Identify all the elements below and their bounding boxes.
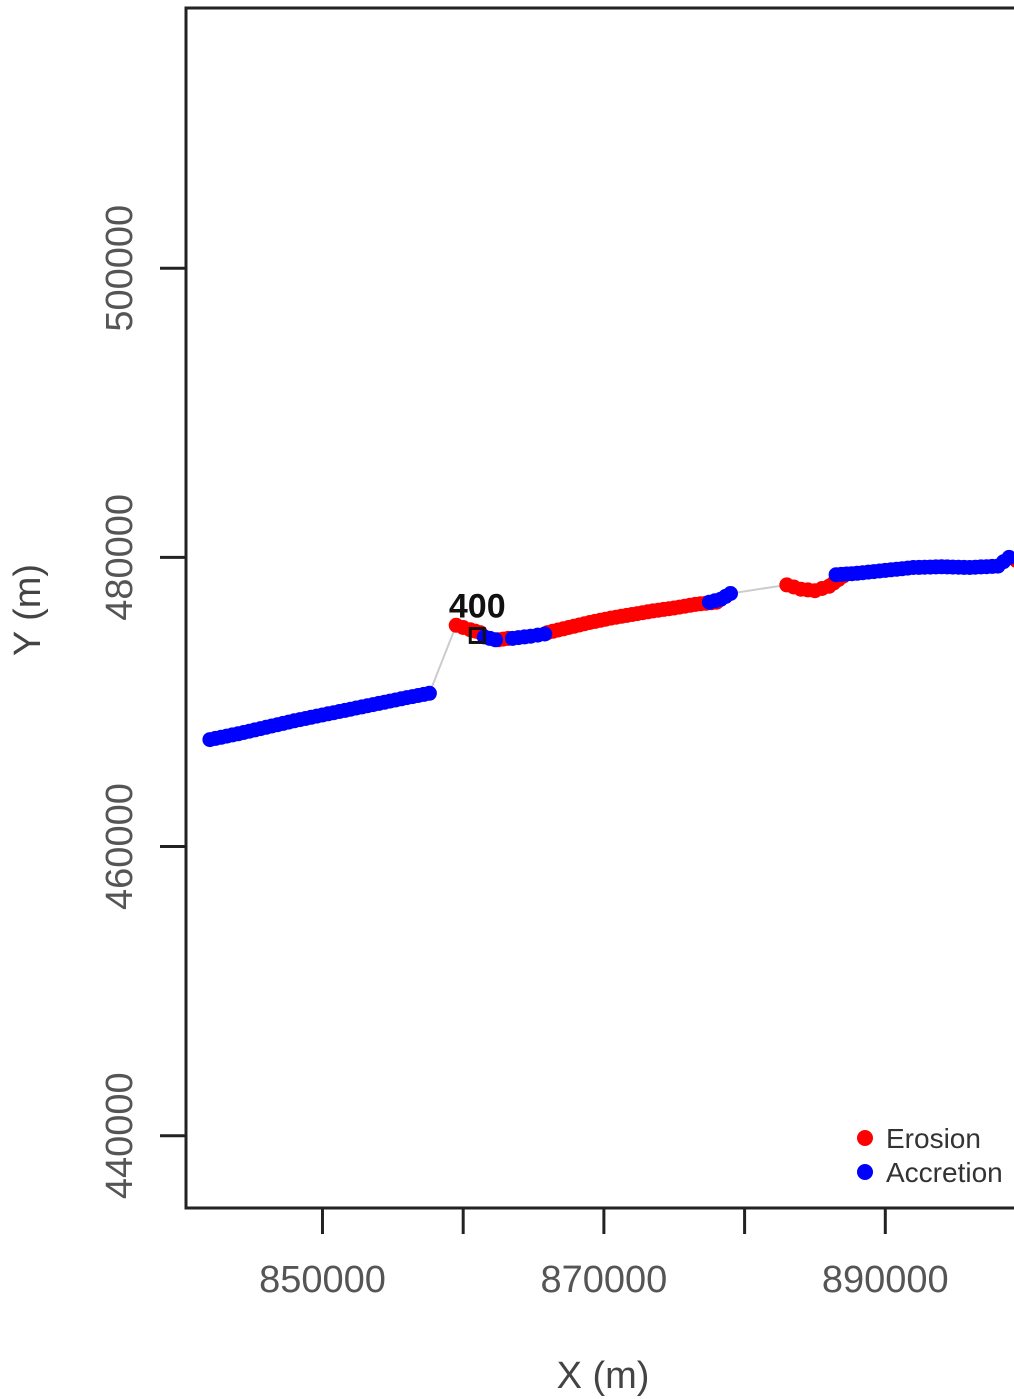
y-axis-title: Y (m) — [7, 564, 49, 656]
legend-erosion-marker — [857, 1130, 873, 1146]
data-point-accretion — [1001, 549, 1014, 565]
y-tick-label: 440000 — [99, 1072, 141, 1199]
data-point-accretion — [421, 685, 437, 701]
annotation-label: 400 — [449, 587, 506, 625]
legend: Erosion Accretion — [857, 1123, 1003, 1188]
y-tick-label: 480000 — [99, 494, 141, 621]
x-tick-label: 850000 — [259, 1259, 386, 1301]
data-point-accretion — [488, 632, 503, 648]
x-tick-label: 890000 — [822, 1259, 949, 1301]
legend-erosion-label: Erosion — [886, 1123, 981, 1154]
y-axis: 440000 460000 480000 500000 — [99, 205, 186, 1199]
y-tick-label: 500000 — [99, 205, 141, 332]
x-axis-title: X (m) — [557, 1355, 650, 1397]
points-layer — [202, 549, 1014, 748]
annotation-layer: 400 — [449, 587, 506, 644]
legend-accretion-label: Accretion — [886, 1157, 1003, 1188]
data-point-accretion — [723, 586, 738, 601]
data-point-accretion — [537, 626, 553, 642]
legend-accretion-marker — [857, 1164, 873, 1180]
x-tick-label: 870000 — [540, 1259, 667, 1301]
annotation-marker — [468, 626, 486, 644]
x-axis: 850000 870000 890000 — [259, 1208, 949, 1301]
plot-frame — [184, 6, 1014, 1210]
series-accretion — [202, 549, 1014, 748]
y-tick-label: 460000 — [99, 783, 141, 910]
